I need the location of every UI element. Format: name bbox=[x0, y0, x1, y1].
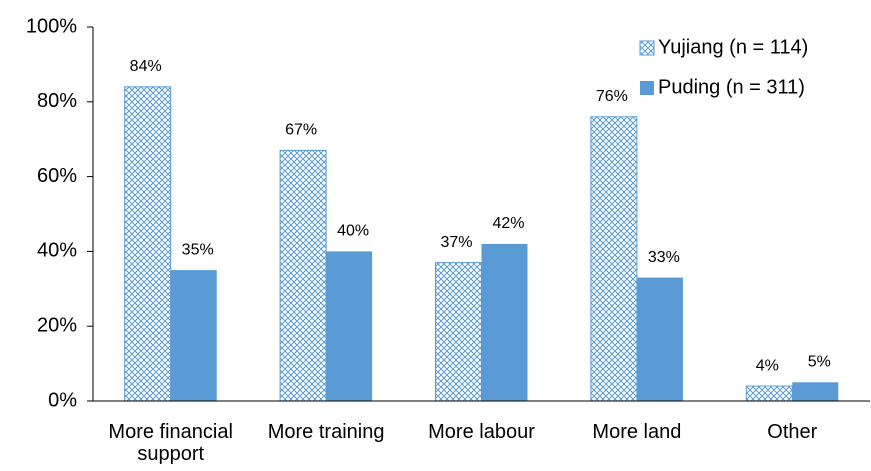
data-label: 84% bbox=[130, 58, 162, 75]
bar bbox=[124, 86, 172, 402]
legend-label: Yujiang (n = 114) bbox=[658, 36, 808, 58]
data-label: 42% bbox=[492, 215, 524, 232]
bar bbox=[435, 262, 482, 402]
bar bbox=[792, 382, 839, 401]
y-tick-label: 0% bbox=[48, 389, 77, 411]
y-tick-label: 20% bbox=[37, 314, 77, 336]
bar bbox=[326, 251, 373, 401]
data-label: 4% bbox=[756, 357, 779, 374]
y-tick-label: 100% bbox=[26, 15, 77, 37]
data-label: 33% bbox=[648, 249, 680, 266]
y-tick-label: 80% bbox=[37, 90, 77, 112]
bar bbox=[481, 243, 528, 401]
x-tick-label: More labour bbox=[428, 421, 535, 443]
data-label: 5% bbox=[808, 354, 831, 371]
x-tick-label: More land bbox=[592, 421, 682, 443]
data-label: 37% bbox=[440, 234, 472, 251]
x-tick-label: More training bbox=[267, 421, 385, 443]
legend-swatch bbox=[639, 40, 655, 56]
bar bbox=[636, 277, 683, 401]
x-tick-label: More financial support bbox=[108, 421, 233, 465]
bar bbox=[279, 149, 327, 402]
data-label: 40% bbox=[337, 223, 369, 240]
data-label: 67% bbox=[285, 122, 317, 139]
legend-label: Puding (n = 311) bbox=[658, 76, 805, 98]
bar bbox=[170, 270, 217, 401]
y-tick-label: 40% bbox=[37, 240, 77, 262]
bar bbox=[745, 385, 793, 402]
bar bbox=[590, 116, 638, 402]
legend-swatch bbox=[640, 81, 654, 95]
data-label: 35% bbox=[182, 241, 214, 258]
x-tick-label: Other bbox=[767, 421, 818, 443]
data-label: 76% bbox=[596, 88, 628, 105]
y-tick-label: 60% bbox=[37, 165, 77, 187]
